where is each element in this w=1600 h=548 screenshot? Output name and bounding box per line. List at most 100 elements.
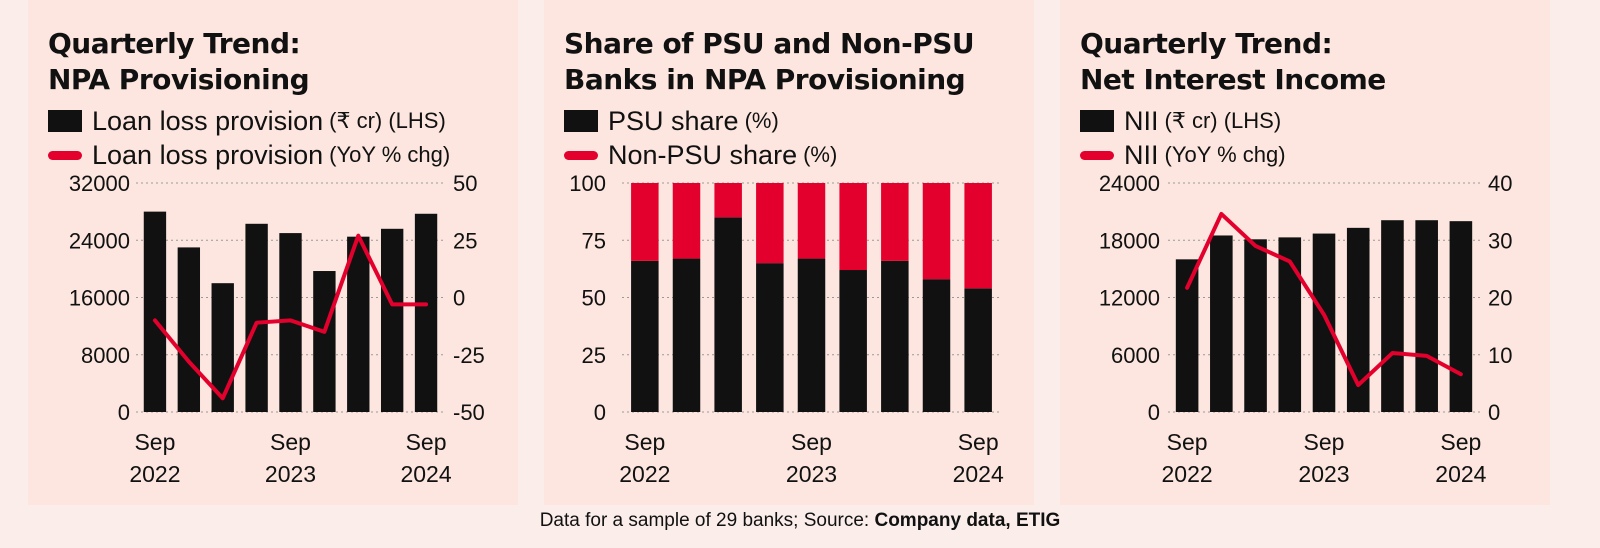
y-tick-label: 24000	[1099, 171, 1160, 196]
psu-share-bar	[964, 288, 992, 412]
legend-label: PSU share	[608, 106, 739, 136]
x-tick-label: Sep	[270, 429, 311, 455]
non-psu-share-bar	[714, 183, 742, 218]
legend-bar-swatch	[1080, 110, 1114, 132]
non-psu-share-bar	[964, 183, 992, 289]
bar	[380, 228, 404, 412]
x-tick-label: 2022	[129, 461, 180, 487]
x-tick-label: 2024	[400, 461, 451, 487]
y2-tick-label: 25	[453, 228, 477, 253]
legend-item-psu: PSU share (%)	[564, 104, 837, 138]
psu-share-bar	[881, 260, 909, 412]
y-tick-label: 18000	[1099, 228, 1160, 253]
legend-unit: (YoY % chg)	[1164, 142, 1286, 167]
x-tick-label: Sep	[958, 429, 999, 455]
chart-panel-nii: 0 6000 12000 18000 24000 0 10 20 30 40 Sep 2022 Sep 2…	[1060, 0, 1550, 505]
bar	[279, 233, 302, 412]
legend-item-non-psu: Non-PSU share (%)	[564, 138, 837, 172]
bar	[313, 271, 336, 412]
legend-item-bar: NII (₹ cr) (LHS)	[1080, 104, 1286, 138]
legend-label: NII	[1124, 140, 1159, 170]
x-tick-label: 2023	[786, 461, 837, 487]
non-psu-share-bar	[922, 183, 951, 280]
y-tick-label: 24000	[69, 228, 130, 253]
y-tick-label: 0	[594, 400, 606, 425]
psu-share-bar	[839, 270, 867, 412]
chart-title: Quarterly Trend: NPA Provisioning	[48, 26, 310, 98]
bar	[245, 223, 268, 412]
x-tick-label: Sep	[791, 429, 832, 455]
legend-unit: (₹ cr) (LHS)	[1164, 108, 1282, 133]
bar	[1175, 259, 1199, 412]
x-tick-label: Sep	[1167, 429, 1208, 455]
chart-panel-npa-provisioning: 0 8000 16000 24000 32000 -50 -25 0 25 50 Sep 2022 Se…	[28, 0, 518, 505]
legend-item-line: Loan loss provision (YoY % chg)	[48, 138, 450, 172]
x-tick-label: 2024	[1435, 461, 1486, 487]
y-tick-label: 0	[1148, 400, 1160, 425]
x-tick-label: Sep	[134, 429, 175, 455]
psu-share-bar	[672, 258, 701, 412]
y2-tick-label: 0	[1488, 400, 1500, 425]
title-line-1: Quarterly Trend:	[48, 27, 301, 60]
y2-tick-label: 50	[453, 171, 477, 196]
chart-legend: Loan loss provision (₹ cr) (LHS) Loan lo…	[48, 104, 450, 172]
y-tick-label: 32000	[69, 171, 130, 196]
bar	[1449, 221, 1473, 412]
psu-share-bar	[797, 258, 826, 412]
y2-tick-label: 20	[1488, 286, 1512, 311]
non-psu-share-bar	[631, 183, 659, 261]
legend-unit: (YoY % chg)	[329, 142, 451, 167]
y-tick-label: 12000	[1099, 286, 1160, 311]
bar	[347, 236, 370, 412]
y2-tick-label: 0	[453, 286, 465, 311]
non-psu-share-bar	[672, 183, 701, 259]
legend-item-bar: Loan loss provision (₹ cr) (LHS)	[48, 104, 450, 138]
y-tick-label: 6000	[1111, 343, 1160, 368]
chart-legend: PSU share (%) Non-PSU share (%)	[564, 104, 837, 172]
legend-psu-swatch	[564, 110, 598, 132]
x-tick-label: Sep	[624, 429, 665, 455]
nii-chart: 0 6000 12000 18000 24000 0 10 20 30 40 Sep 2022 Sep 2…	[1099, 171, 1513, 487]
x-tick-label: 2023	[1298, 461, 1349, 487]
non-psu-share-bar	[839, 183, 867, 271]
x-tick-label: 2024	[953, 461, 1004, 487]
legend-unit: (%)	[803, 142, 838, 167]
chart-panel-psu-share: 0 25 50 75 100 Sep 2022 Sep 2023 Sep 2024 Share of…	[544, 0, 1034, 505]
y-tick-label: 16000	[69, 286, 130, 311]
bar	[211, 283, 234, 412]
non-psu-share-bar	[881, 183, 909, 261]
y2-tick-label: -25	[453, 343, 485, 368]
title-line-1: Quarterly Trend:	[1080, 27, 1333, 60]
legend-unit: (%)	[744, 108, 779, 133]
title-line-2: NPA Provisioning	[48, 63, 310, 96]
chart-legend: NII (₹ cr) (LHS) NII (YoY % chg)	[1080, 104, 1286, 172]
bar	[414, 213, 438, 412]
psu-share-bar	[714, 217, 742, 412]
legend-label: Loan loss provision	[92, 140, 324, 170]
x-tick-label: 2022	[1162, 461, 1213, 487]
legend-label: Non-PSU share	[608, 140, 798, 170]
x-tick-label: 2022	[619, 461, 670, 487]
npa-provisioning-chart: 0 8000 16000 24000 32000 -50 -25 0 25 50 Sep 2022 Se…	[69, 171, 485, 487]
bar	[177, 247, 201, 412]
y2-tick-label: -50	[453, 400, 485, 425]
legend-unit: (₹ cr) (LHS)	[329, 108, 446, 133]
footnote-text: Data for a sample of 29 banks; Source:	[539, 510, 875, 531]
source-footnote: Data for a sample of 29 banks; Source: C…	[0, 510, 1600, 532]
legend-item-line: NII (YoY % chg)	[1080, 138, 1286, 172]
yoy-change-line	[1185, 211, 1463, 388]
y-tick-label: 75	[582, 228, 606, 253]
yoy-change-line	[152, 233, 429, 401]
footnote-source: Company data, ETIG	[874, 510, 1061, 531]
chart-title: Share of PSU and Non-PSU Banks in NPA Pr…	[564, 26, 975, 98]
y-tick-label: 25	[582, 343, 606, 368]
legend-non-psu-swatch	[564, 150, 598, 160]
non-psu-share-bar	[797, 183, 826, 259]
bar	[1278, 237, 1302, 412]
bar	[1415, 220, 1438, 412]
bar	[1210, 235, 1233, 412]
psu-share-bar	[922, 279, 951, 412]
bar	[1244, 239, 1267, 412]
legend-label: Loan loss provision	[92, 106, 324, 136]
title-line-2: Net Interest Income	[1080, 63, 1386, 96]
